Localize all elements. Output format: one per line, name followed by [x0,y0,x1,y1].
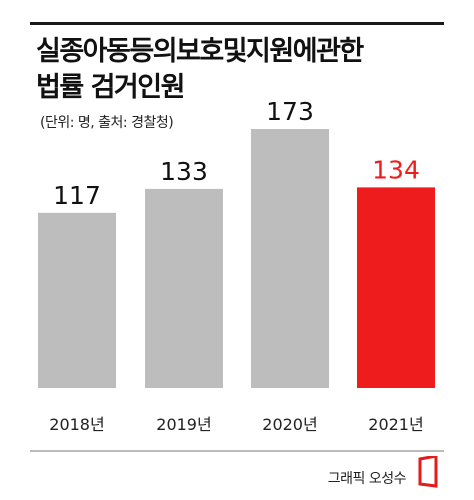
graphic-credit: 그래픽 오성수 [327,471,407,487]
value-label: 134 [372,155,420,184]
publisher-logo-icon [418,456,438,488]
chart-title-line1: 실종아동등의보호및지원에관한 [36,36,364,67]
bar-2021년 [357,187,435,388]
value-label: 133 [160,157,208,186]
bar-2018년 [38,212,116,388]
chart-title-line2: 법률 검거인원 [36,72,185,103]
chart-title: 실종아동등의보호및지원에관한 법률 검거인원 [36,34,456,106]
bar-2020년 [251,129,329,388]
category-label: 2018년 [49,415,104,434]
value-label: 117 [53,181,101,210]
top-rule [30,22,444,25]
chart-subtitle: (단위: 명, 출처: 경찰청) [40,115,174,131]
category-label: 2020년 [262,415,317,434]
value-label: 173 [266,97,314,126]
category-label: 2019년 [156,415,211,434]
bar-2019년 [145,188,223,388]
category-label: 2021년 [368,415,423,434]
